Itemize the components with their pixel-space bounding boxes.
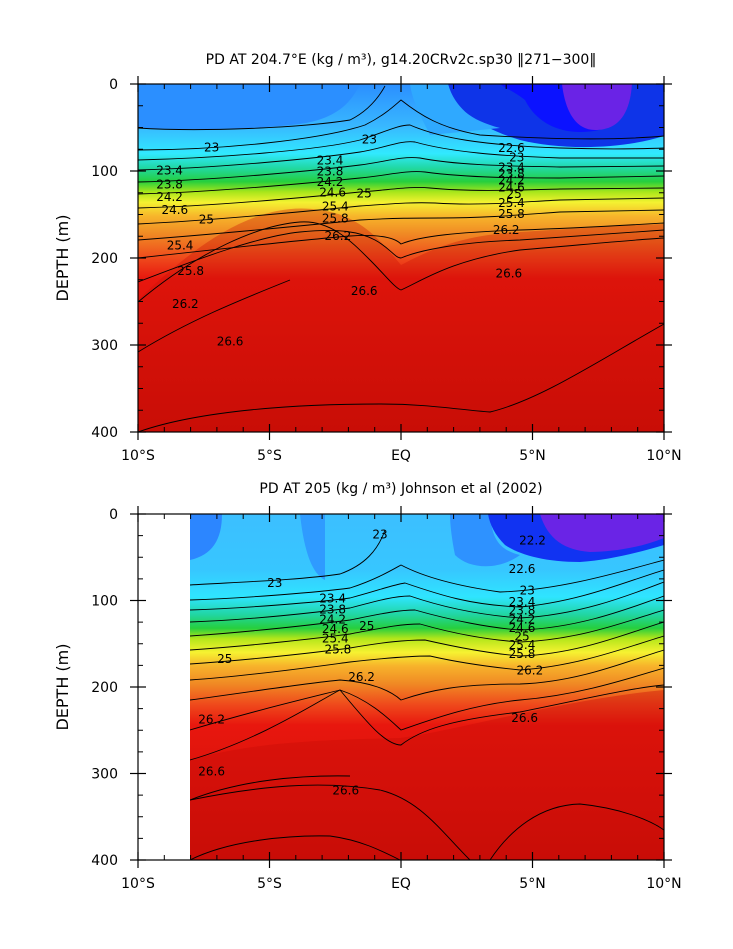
contour-label: 23	[267, 576, 282, 590]
x-tick-label: EQ	[391, 448, 411, 464]
contour-label: 25.4	[322, 199, 349, 213]
contour-label: 26.2	[198, 713, 225, 727]
panel-0-axes: 232323.423.824.224.62525.425.826.226.623…	[53, 76, 682, 464]
contour-label: 24.6	[319, 185, 346, 199]
contour-label: 23.4	[498, 160, 525, 174]
x-tick-label: 10°N	[646, 448, 681, 464]
contour-label: 25.4	[322, 631, 349, 645]
contour-label: 26.6	[198, 765, 225, 779]
y-tick-label: 200	[91, 251, 118, 267]
contour-label: 22.6	[509, 562, 536, 576]
contour-label: 23.4	[509, 595, 536, 609]
contour-label: 25.8	[322, 212, 349, 226]
contour-label: 25.4	[498, 196, 525, 210]
contour-label: 26.2	[325, 229, 352, 243]
contour-label: 25	[514, 630, 529, 644]
y-tick-label: 300	[91, 767, 118, 783]
contour-label: 26.6	[351, 284, 378, 298]
contour-label: 25.8	[509, 647, 536, 661]
y-axis-label: DEPTH (m)	[53, 214, 72, 301]
contour-label: 22.6	[498, 141, 525, 155]
x-tick-label: 10°N	[646, 876, 681, 892]
contour-label: 24.2	[509, 612, 536, 626]
x-tick-label: 5°N	[519, 448, 545, 464]
contour-label: 26.6	[495, 266, 522, 280]
contour-label: 24.2	[319, 612, 346, 626]
x-tick-label: EQ	[391, 876, 411, 892]
panel-observations: PD AT 205 (kg / m³) Johnson et al (2002)	[190, 481, 664, 860]
contour-label: 26.2	[348, 670, 375, 684]
contour-label: 24.2	[317, 175, 344, 189]
contour-label: 23.8	[498, 167, 525, 181]
contour-label: 24.2	[156, 190, 183, 204]
y-tick-label: 200	[91, 680, 118, 696]
contour-label: 24.6	[322, 622, 349, 636]
contour-label: 23	[204, 140, 219, 154]
x-tick-label: 5°S	[257, 876, 282, 892]
contour-label: 25	[217, 652, 232, 666]
x-tick-label: 10°S	[121, 876, 155, 892]
contour-label: 23.4	[156, 164, 183, 178]
contour-label: 23	[362, 132, 377, 146]
contour-label: 25.8	[498, 207, 525, 221]
contour-fill	[138, 84, 664, 432]
contour-label: 26.6	[217, 334, 244, 348]
contour-label: 22.2	[519, 534, 546, 548]
contour-label: 23	[509, 151, 524, 165]
contour-label: 26.2	[517, 663, 544, 677]
x-tick-label: 10°S	[121, 448, 155, 464]
y-axis-label: DEPTH (m)	[53, 643, 72, 730]
contour-label: 23.8	[319, 603, 346, 617]
y-tick-label: 100	[91, 164, 118, 180]
y-tick-label: 0	[109, 507, 118, 523]
contour-label: 25	[357, 186, 372, 200]
contour-label: 26.6	[511, 711, 538, 725]
contour-label: 25	[359, 619, 374, 633]
panel-model: PD AT 204.7°E (kg / m³), g14.20CRv2c.sp3…	[138, 52, 664, 432]
contour-label: 25.4	[167, 239, 194, 253]
contour-label: 24.2	[498, 173, 525, 187]
x-tick-label: 5°N	[519, 876, 545, 892]
y-tick-label: 400	[91, 853, 118, 869]
contour-label: 25	[506, 187, 521, 201]
contour-label: 25.4	[509, 638, 536, 652]
panel-title: PD AT 204.7°E (kg / m³), g14.20CRv2c.sp3…	[206, 52, 597, 68]
y-tick-label: 0	[109, 77, 118, 93]
contour-label: 23.4	[319, 592, 346, 606]
contour-label: 23.8	[156, 178, 183, 192]
overlay: 232323.423.824.224.62525.425.826.226.623…	[53, 76, 682, 892]
contour-label: 24.6	[509, 621, 536, 635]
contour-label: 23.8	[317, 165, 344, 179]
contour-label: 25	[199, 212, 214, 226]
contour-label: 25.8	[325, 643, 352, 657]
panel-title: PD AT 205 (kg / m³) Johnson et al (2002)	[259, 481, 542, 497]
contour-label: 24.6	[161, 203, 188, 217]
contour-label: 23.8	[509, 604, 536, 618]
contour-label: 26.2	[172, 297, 199, 311]
y-tick-label: 400	[91, 425, 118, 441]
contour-label: 26.6	[332, 784, 359, 798]
contour-label: 24.6	[498, 180, 525, 194]
contour-fill	[190, 514, 664, 860]
x-tick-label: 5°S	[257, 448, 282, 464]
y-tick-label: 100	[91, 594, 118, 610]
contour-label: 23.4	[317, 153, 344, 167]
contour-label: 23	[520, 584, 535, 598]
contour-label: 25.8	[177, 264, 204, 278]
y-tick-label: 300	[91, 338, 118, 354]
contour-label: 26.2	[493, 223, 520, 237]
contour-label: 23	[372, 527, 387, 541]
